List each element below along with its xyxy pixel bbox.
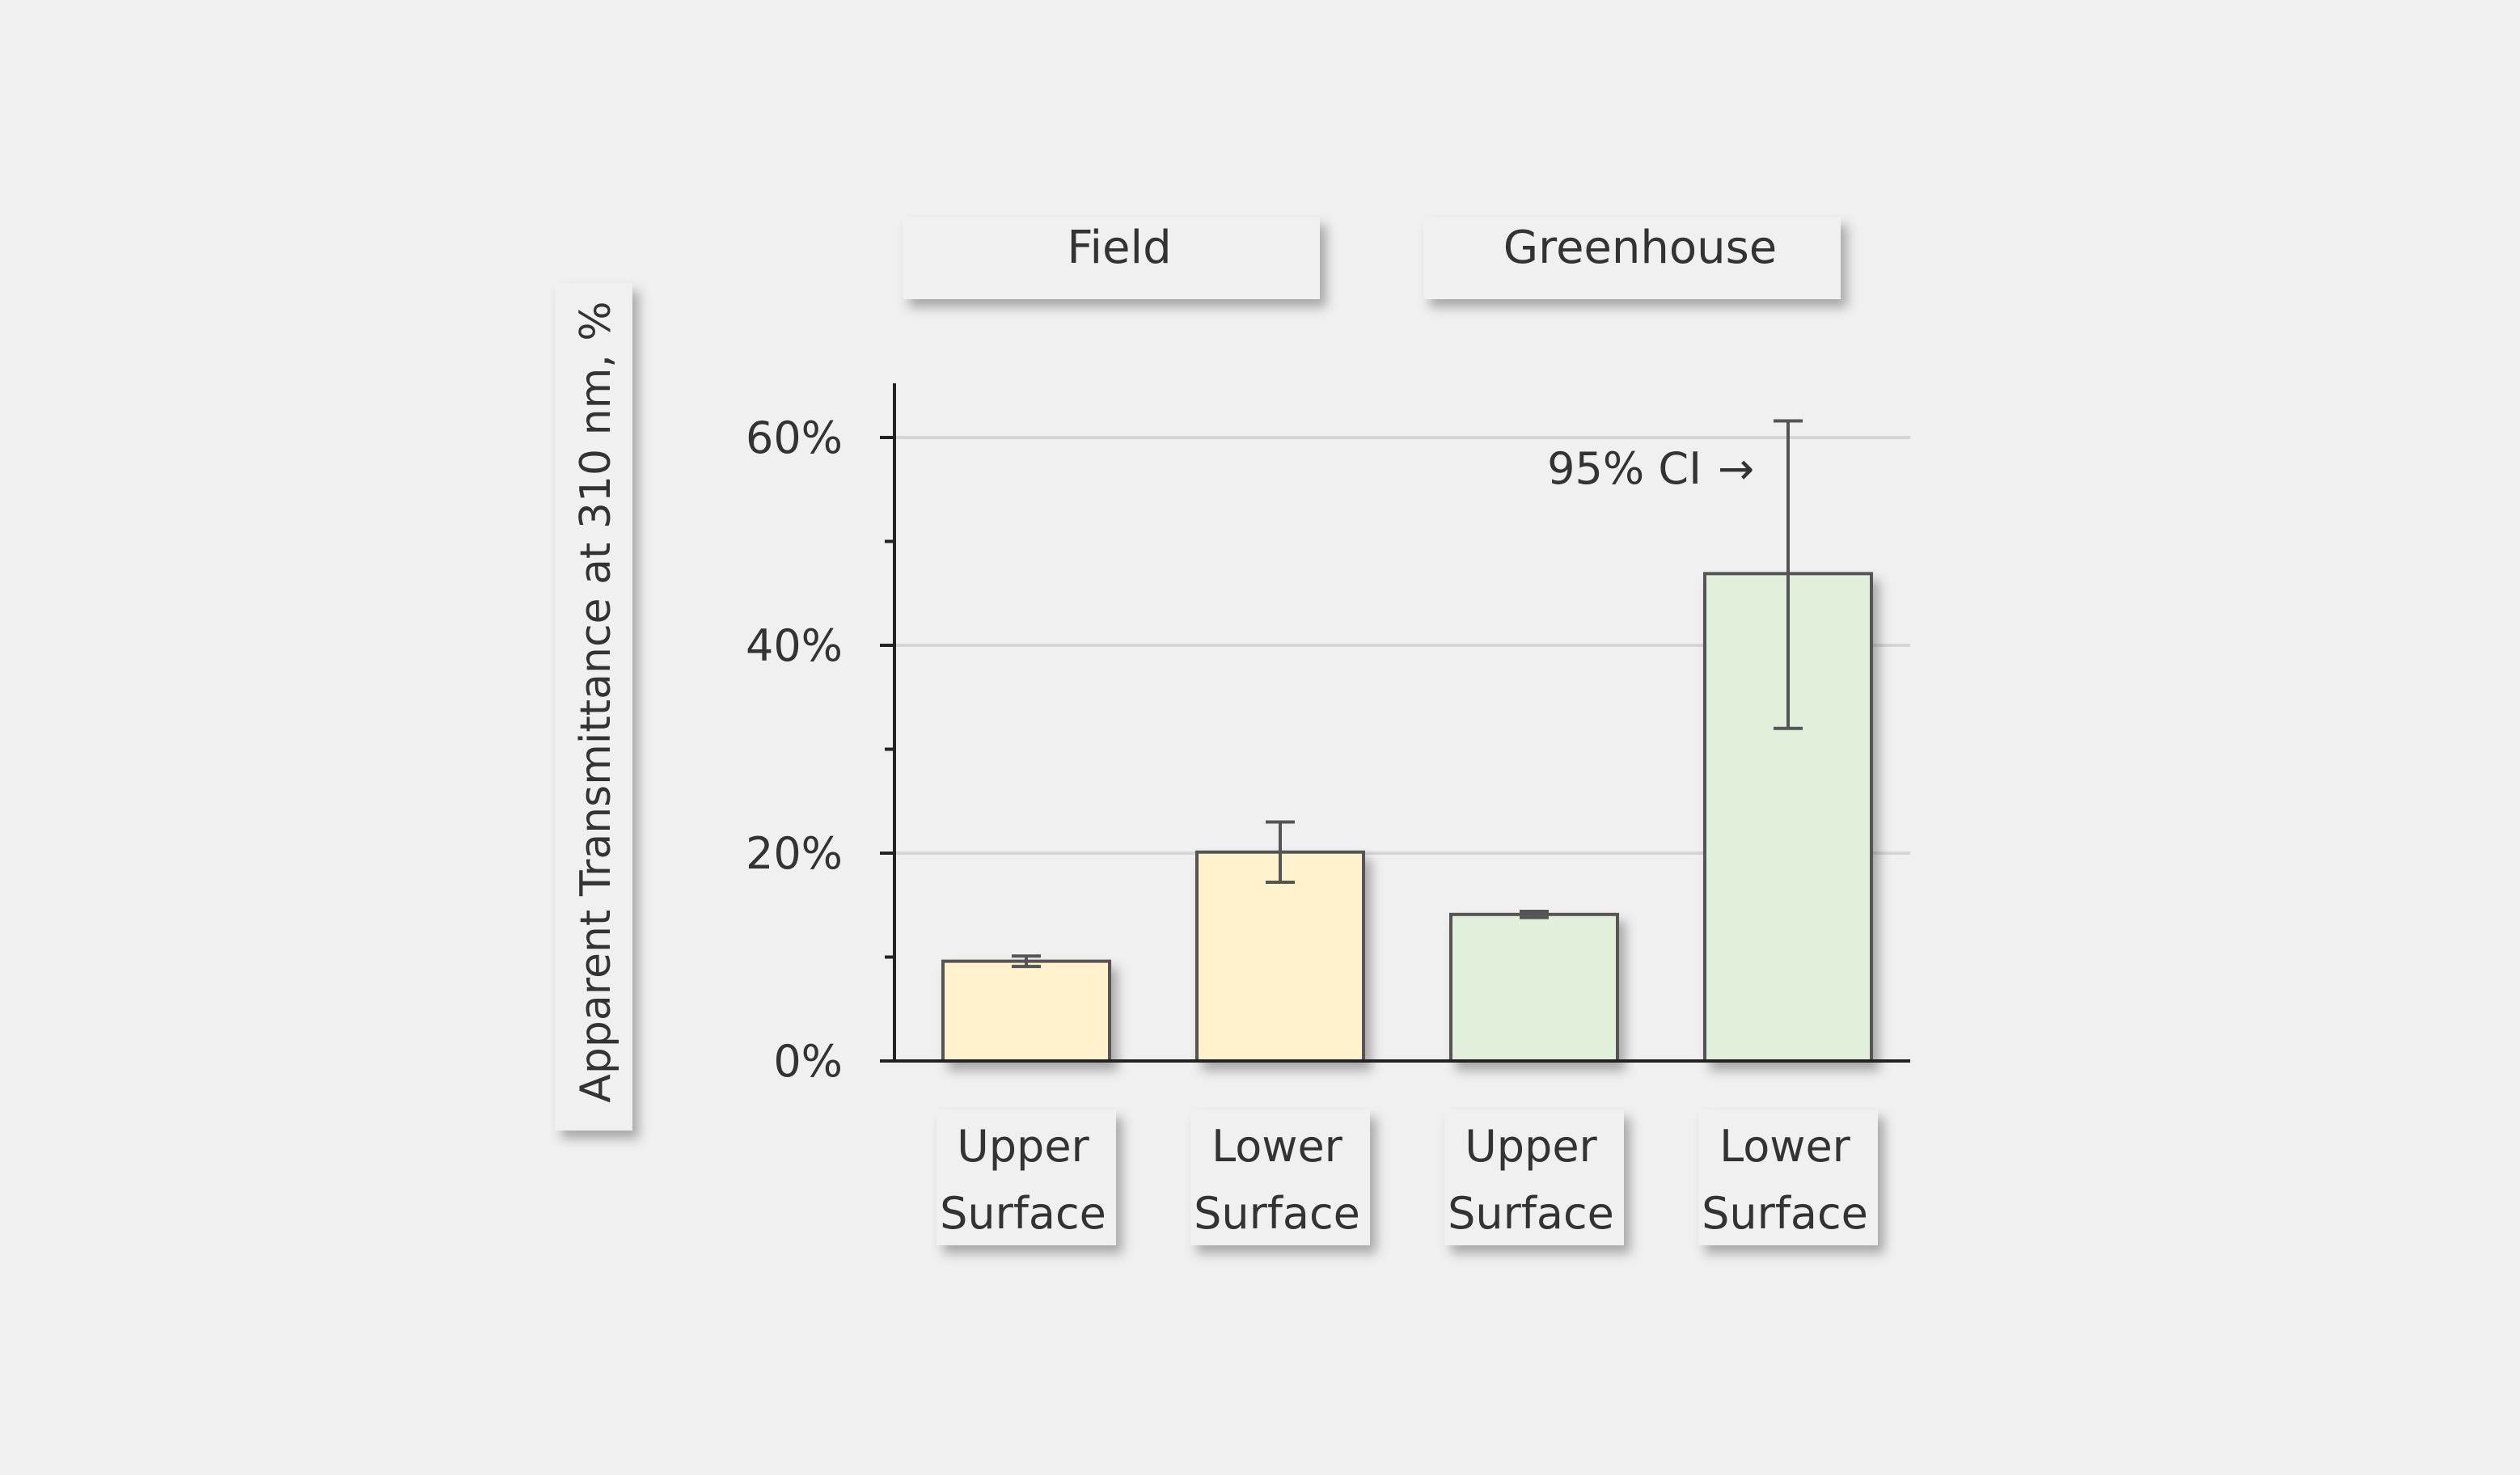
group-header-label: Greenhouse bbox=[1503, 222, 1777, 274]
category-label-line1: Lower bbox=[1211, 1121, 1343, 1172]
category-label-line2: Surface bbox=[1448, 1188, 1614, 1239]
bar bbox=[1449, 912, 1619, 1063]
y-tick-label: 60% bbox=[746, 412, 843, 463]
y-tick-label: 0% bbox=[773, 1036, 843, 1087]
labels: Upper Surface Lower Surface Upper Surface Lowe… bbox=[555, 217, 1878, 1245]
category-label-box bbox=[937, 1109, 1116, 1245]
group-header-box bbox=[903, 217, 1320, 299]
category-label-line2: Surface bbox=[1702, 1188, 1868, 1239]
category-label-box bbox=[1190, 1109, 1370, 1245]
group-header-box bbox=[1423, 217, 1841, 299]
y-tick-label: 20% bbox=[746, 828, 843, 879]
y-axis-label: Apparent Transmittance at 310 nm, % bbox=[572, 301, 620, 1102]
category-label-line1: Upper bbox=[957, 1121, 1089, 1172]
category-label-line1: Lower bbox=[1719, 1121, 1851, 1172]
y-axis-label-box bbox=[555, 283, 632, 1131]
group-header-label: Field bbox=[1067, 222, 1171, 274]
category-label-line2: Surface bbox=[1194, 1188, 1360, 1239]
category-label-box bbox=[1444, 1109, 1624, 1245]
bars bbox=[941, 419, 1873, 1063]
bar bbox=[941, 959, 1111, 1063]
category-label-line2: Surface bbox=[940, 1188, 1106, 1239]
axes: 0% 20% 40% 60% bbox=[746, 383, 1910, 1087]
y-tick-label: 40% bbox=[746, 620, 843, 671]
ci-annotation: 95% CI bbox=[1547, 443, 1702, 494]
category-label-box bbox=[1698, 1109, 1878, 1245]
category-label-line1: Upper bbox=[1465, 1121, 1597, 1172]
ci-arrow-icon: → bbox=[1718, 443, 1754, 494]
